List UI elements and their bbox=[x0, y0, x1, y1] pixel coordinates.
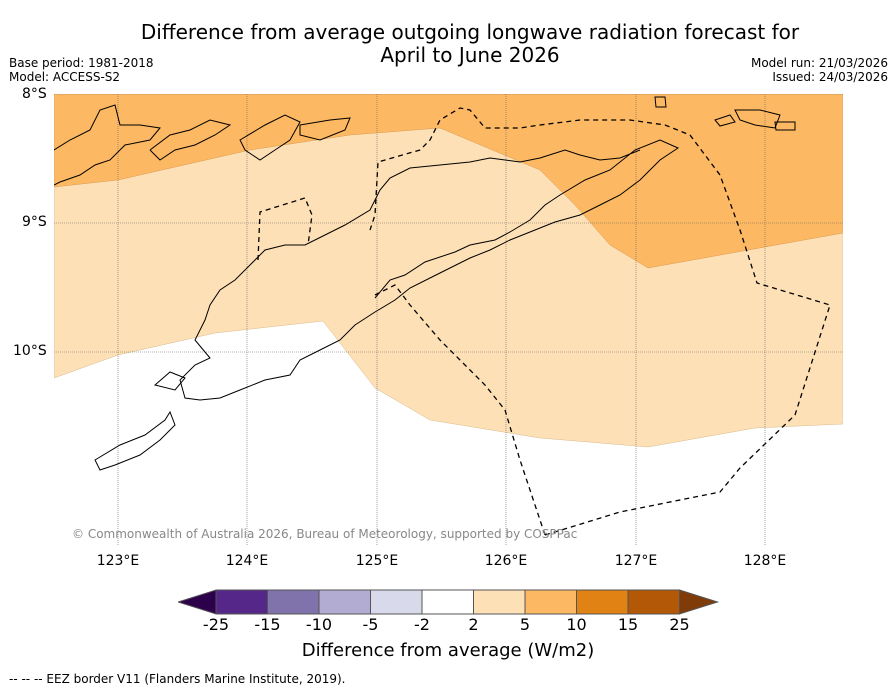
model-run: Model run: 21/03/2026 bbox=[750, 56, 888, 70]
eez-legend-note: -- -- -- EEZ border V11 (Flanders Marine… bbox=[9, 672, 346, 686]
lon-label: 123°E bbox=[96, 553, 140, 569]
colorbar-segment bbox=[524, 589, 577, 615]
colorbar-segment bbox=[421, 589, 474, 615]
coastlines bbox=[54, 96, 796, 471]
colorbar-tick: 10 bbox=[566, 615, 587, 634]
base-period: Base period: 1981-2018 bbox=[9, 56, 154, 70]
lon-label: 124°E bbox=[225, 553, 269, 569]
colorbar-extend-high bbox=[679, 589, 720, 615]
colorbar-segment bbox=[318, 589, 371, 615]
eez-border bbox=[257, 107, 831, 536]
figure-title: Difference from average outgoing longwav… bbox=[100, 21, 840, 67]
colorbar-tick: -5 bbox=[362, 615, 379, 634]
colorbar-tick: -25 bbox=[202, 615, 230, 634]
colorbar-segment bbox=[215, 589, 268, 615]
colorbar-tick: -15 bbox=[254, 615, 281, 634]
colorbar-extend-low bbox=[178, 589, 217, 615]
lat-label: 8°S bbox=[22, 86, 47, 102]
issued-date: Issued: 24/03/2026 bbox=[772, 70, 888, 84]
lon-label: 128°E bbox=[743, 553, 787, 569]
lon-label: 126°E bbox=[484, 553, 528, 569]
colorbar-tick: 5 bbox=[519, 615, 531, 634]
map-area bbox=[54, 94, 843, 545]
lat-label: 9°S bbox=[22, 214, 47, 230]
lon-label: 125°E bbox=[355, 553, 399, 569]
title-line-1: Difference from average outgoing longwav… bbox=[140, 20, 800, 44]
colorbar-tick: -2 bbox=[414, 615, 430, 634]
title-line-2: April to June 2026 bbox=[380, 43, 560, 67]
colorbar-tick: 2 bbox=[468, 615, 479, 634]
colorbar-tick: 15 bbox=[617, 615, 639, 634]
lat-label: 10°S bbox=[13, 343, 47, 359]
colorbar-segment bbox=[627, 589, 680, 615]
colorbar-tick: 25 bbox=[669, 615, 690, 634]
colorbar bbox=[178, 589, 720, 615]
graticule bbox=[54, 94, 843, 545]
colorbar-segment bbox=[370, 589, 423, 615]
colorbar-segment bbox=[267, 589, 320, 615]
colorbar-segment bbox=[576, 589, 629, 615]
copyright-credit: © Commonwealth of Australia 2026, Bureau… bbox=[72, 527, 578, 541]
colorbar-segment bbox=[473, 589, 526, 615]
model-name: Model: ACCESS-S2 bbox=[9, 70, 121, 84]
colorbar-tick: -10 bbox=[305, 615, 333, 634]
colorbar-label: Difference from average (W/m2) bbox=[301, 640, 595, 661]
lon-label: 127°E bbox=[614, 553, 658, 569]
